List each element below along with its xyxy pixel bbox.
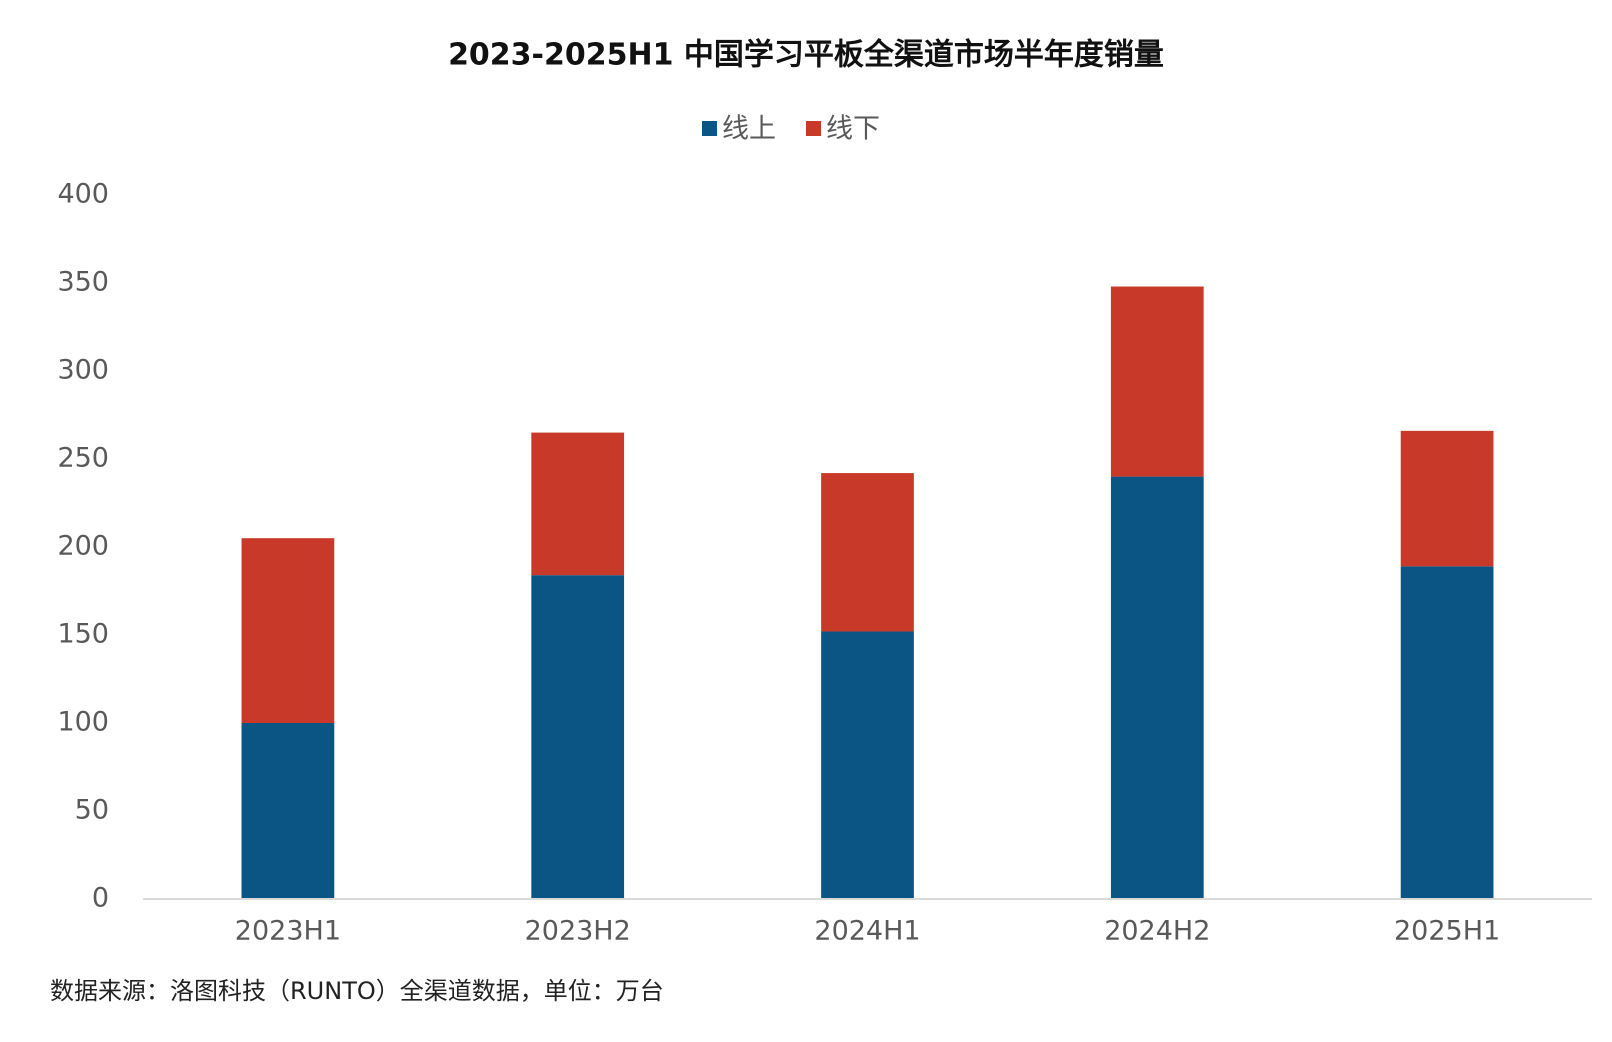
chart-title: 2023-2025H1 中国学习平板全渠道市场半年度销量 — [448, 38, 1164, 73]
bar-segment — [1400, 430, 1494, 567]
bar-segment — [1400, 566, 1494, 899]
bar-segment — [531, 432, 625, 576]
y-tick-label: 250 — [57, 443, 109, 474]
bar-segment — [1110, 476, 1204, 899]
bar-segment — [531, 575, 625, 899]
bar-segment — [1110, 286, 1204, 477]
bar-segment — [241, 538, 335, 723]
legend-label: 线下 — [826, 114, 880, 145]
y-tick-label: 100 — [57, 707, 109, 738]
y-tick-label: 0 — [92, 883, 109, 914]
bar-segment — [821, 631, 914, 899]
x-tick-label: 2023H1 — [235, 916, 341, 947]
legend-label: 线上 — [722, 114, 776, 145]
y-tick-label: 50 — [75, 795, 109, 826]
x-tick-label: 2024H1 — [814, 916, 920, 947]
y-tick-label: 200 — [57, 531, 109, 562]
y-tick-label: 150 — [57, 619, 109, 650]
bar-segment — [241, 723, 335, 899]
bar-segment — [821, 473, 914, 632]
x-tick-label: 2024H2 — [1104, 916, 1210, 947]
legend-swatch — [702, 121, 717, 136]
y-tick-label: 300 — [57, 355, 109, 386]
source-note: 数据来源：洛图科技（RUNTO）全渠道数据，单位：万台 — [50, 977, 664, 1005]
x-tick-label: 2025H1 — [1394, 916, 1500, 947]
x-tick-label: 2023H2 — [525, 916, 631, 947]
legend-swatch — [806, 121, 821, 136]
y-tick-label: 400 — [57, 179, 109, 210]
y-tick-label: 350 — [57, 267, 109, 298]
